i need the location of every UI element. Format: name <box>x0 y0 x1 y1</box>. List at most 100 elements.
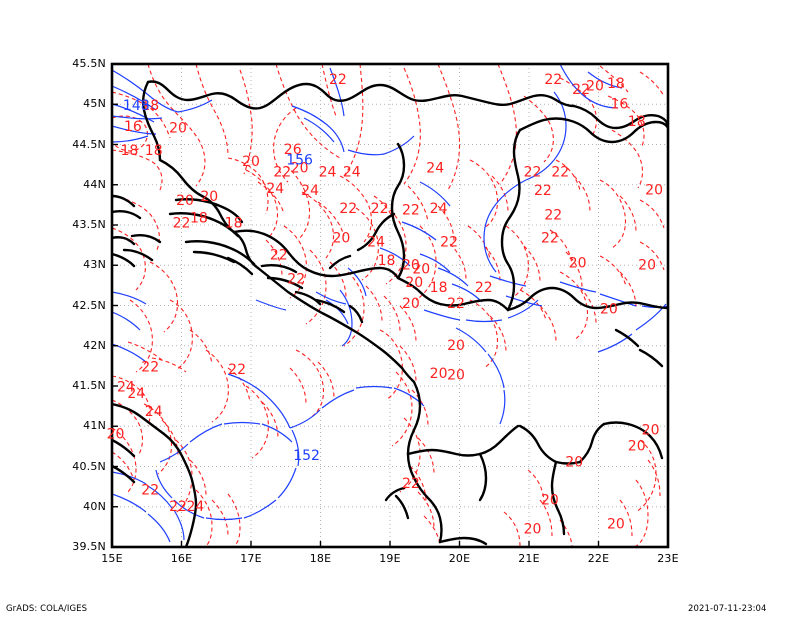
y-tick-label: 44N <box>83 177 106 191</box>
contour-label: 22 <box>339 201 357 217</box>
y-tick-label: 43N <box>83 258 106 272</box>
contour-label: 22 <box>551 165 569 181</box>
contour-label: 22 <box>329 72 347 88</box>
y-tick-label: 45.5N <box>72 57 106 70</box>
y-tick-label: 43.5N <box>72 218 106 231</box>
contour-label: 22 <box>475 280 493 296</box>
contour-label: 22 <box>273 165 291 181</box>
contour-label: 20 <box>638 257 656 273</box>
contour-label: 22 <box>141 360 159 376</box>
contour-label: 22 <box>544 72 562 88</box>
gridlines <box>112 64 668 547</box>
y-tick-label: 41.5N <box>72 379 106 392</box>
x-tick-label: 16E <box>170 552 193 565</box>
contour-label: 20 <box>107 426 125 442</box>
contour-label: 20 <box>447 338 465 354</box>
contour-label: 22 <box>440 235 458 251</box>
contour-label: 20 <box>569 256 587 272</box>
contour-label: 22 <box>572 82 590 98</box>
y-tick-label: 44.5N <box>72 137 106 151</box>
contour-label: 24 <box>186 499 204 515</box>
axis-ticks <box>112 103 600 547</box>
x-tick-label: 20E <box>448 552 471 565</box>
contour-label: 20 <box>332 231 350 247</box>
contour-label: 20 <box>402 257 420 273</box>
contour-label: 18 <box>225 215 243 231</box>
contour-label: 18 <box>628 114 646 130</box>
contour-label: 22 <box>534 183 552 199</box>
contour-label: 22 <box>541 231 559 247</box>
x-tick-label: 18E <box>309 552 332 565</box>
x-tick-label: 22E <box>587 552 610 565</box>
contour-label: 22 <box>228 362 246 378</box>
contour-label: 24 <box>343 165 361 181</box>
y-tick-label: 42N <box>83 338 106 352</box>
x-tick-label: 15E <box>101 552 123 565</box>
contour-label: 24 <box>367 235 385 251</box>
x-tick-label: 23E <box>657 552 679 565</box>
contour-label: 18 <box>190 211 208 227</box>
contour-label: 24 <box>426 161 444 177</box>
contour-label: 20 <box>607 517 625 533</box>
contour-label: 156 <box>286 153 313 169</box>
contour-label: 20 <box>291 161 309 177</box>
contour-label: 20 <box>176 193 194 209</box>
coastlines-and-borders <box>112 80 668 547</box>
contour-label: 22 <box>169 499 187 515</box>
contour-label: 152 <box>293 448 320 464</box>
contour-label: 24 <box>266 181 284 197</box>
contour-label: 20 <box>565 455 583 471</box>
contour-label: 22 <box>524 165 542 181</box>
contour-label: 22 <box>141 483 159 499</box>
contour-label: 22 <box>544 207 562 223</box>
contour-label: 22 <box>173 215 191 231</box>
contour-label: 20 <box>642 422 660 438</box>
y-tick-label: 45N <box>83 97 106 111</box>
contour-label: 20 <box>405 275 423 291</box>
contour-label: 20 <box>430 366 448 382</box>
contour-label: 16 <box>124 119 142 135</box>
grads-credit: GrADS: COLA/IGES <box>6 604 88 614</box>
y-tick-label: 40N <box>83 499 106 513</box>
x-tick-label: 17E <box>240 552 262 565</box>
contour-label: 22 <box>371 201 389 217</box>
contour-label: 20 <box>200 189 218 205</box>
contour-label: 24 <box>117 380 135 396</box>
contour-label: 20 <box>524 521 542 537</box>
contour-label: 18 <box>607 76 625 92</box>
height-contours <box>112 64 668 543</box>
contour-label: 20 <box>541 492 559 508</box>
contour-label: 16 <box>610 96 628 112</box>
contour-label: 18 <box>430 280 448 296</box>
contour-label: 20 <box>447 368 465 384</box>
y-tick-label: 41N <box>83 419 106 433</box>
contour-label: 24 <box>127 386 145 402</box>
contour-label: 20 <box>645 182 663 198</box>
contour-label: 18 <box>141 98 159 114</box>
contour-label: 20 <box>600 302 618 318</box>
contour-label: 22 <box>287 272 305 288</box>
contour-label: 22 <box>447 296 465 312</box>
y-tick-label: 39.5N <box>72 540 106 553</box>
contour-label: 20 <box>586 79 604 95</box>
y-tick-label: 40.5N <box>72 459 106 473</box>
contour-label: 20 <box>402 296 420 312</box>
contour-label: 148 <box>123 98 150 114</box>
contour-label: 26 <box>284 142 302 158</box>
x-tick-label: 19E <box>379 552 401 565</box>
contour-label: 20 <box>628 438 646 454</box>
contour-label: 18 <box>378 253 396 269</box>
contour-label: 24 <box>319 165 337 181</box>
contour-label: 18 <box>120 143 138 159</box>
contour-label: 18 <box>145 143 163 159</box>
contour-label: 24 <box>301 183 319 199</box>
y-tick-label: 42.5N <box>72 298 106 312</box>
render-timestamp: 2021-07-11-23:04 <box>688 604 767 614</box>
contour-label: 22 <box>270 248 288 264</box>
contour-label: 22 <box>402 476 420 492</box>
contour-label: 20 <box>242 154 260 170</box>
contour-label: 24 <box>145 404 163 420</box>
